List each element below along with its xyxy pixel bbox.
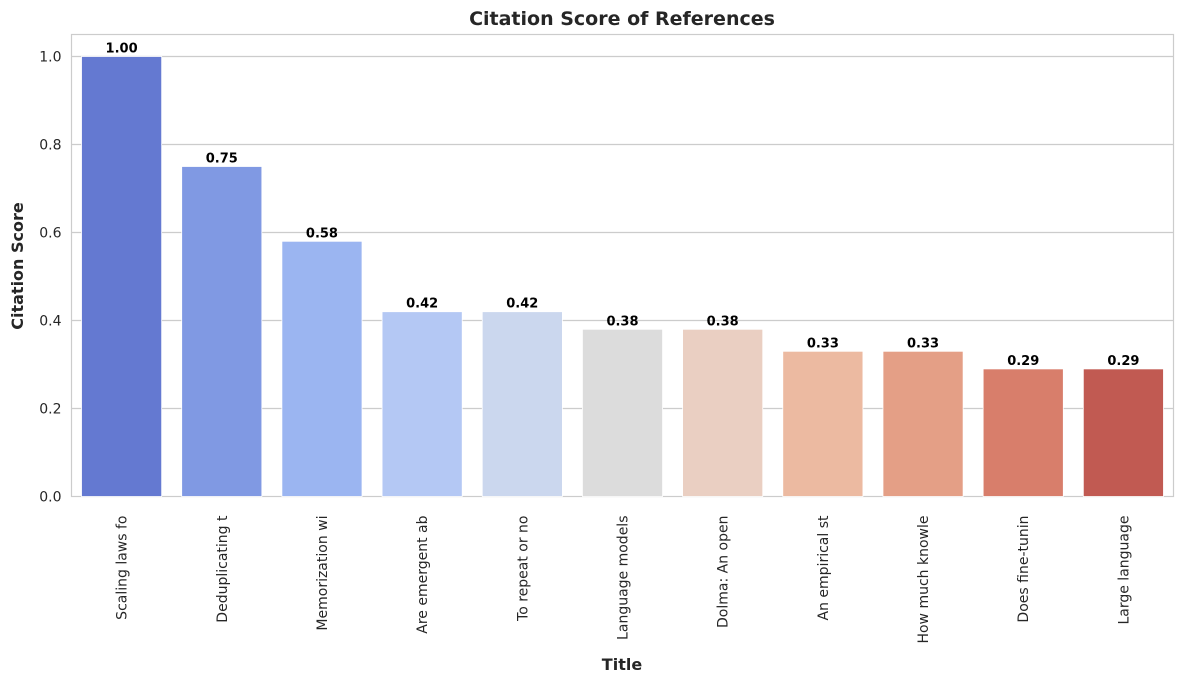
y-tick-label: 0.0 [39,490,61,506]
bar [882,350,964,497]
bar-value-label: 0.33 [907,336,939,351]
y-tick-label: 0.4 [39,314,61,330]
bar-value-label: 0.75 [206,152,238,167]
bar-value-label: 0.58 [306,226,338,241]
y-tick-label: 0.2 [39,402,61,418]
x-tick-label: Scaling laws fo [115,516,131,620]
bar-value-label: 0.42 [506,297,538,312]
bar [582,328,663,497]
bar [782,350,864,497]
y-tick-label: 0.6 [39,226,61,242]
x-tick-label: Large language [1116,516,1132,625]
bar [481,311,563,497]
bar [682,328,764,497]
chart-title: Citation Score of References [469,8,775,30]
bar-value-label: 0.29 [1107,354,1139,369]
y-tick-label: 0.8 [39,138,61,154]
bar [1082,368,1164,497]
x-tick-label: How much knowle [916,516,932,644]
bars [81,56,1164,497]
x-tick-label: Does fine-tunin [1016,516,1032,623]
x-axis-label: Title [602,655,643,674]
bar-value-label: 0.38 [707,314,739,329]
bar-value-label: 0.38 [606,314,638,329]
bar [982,368,1064,497]
bar-value-label: 0.42 [406,297,438,312]
bar-value-label: 0.33 [807,336,839,351]
bar [181,166,263,497]
bar-value-label: 0.29 [1007,354,1039,369]
x-tick-label: Deduplicating t [215,515,231,623]
data-labels: 1.00 0.75 0.58 0.42 0.42 0.38 0.38 0.33 0.33 0.29… [106,42,1140,369]
x-tick-label: An empirical st [816,515,832,620]
x-axis-ticks: Scaling laws fo Deduplicating t Memorizati… [115,515,1133,644]
x-tick-label: Are emergent ab [415,515,431,633]
bar [81,56,163,497]
x-tick-label: Language models [616,516,632,640]
bar [381,311,463,497]
y-axis-label: Citation Score [8,202,27,330]
bar [281,240,363,497]
y-axis-ticks: 0.0 0.2 0.4 0.6 0.8 1.0 [39,50,61,506]
x-tick-label: Dolma: An open [716,516,732,628]
x-tick-label: Memorization wi [315,516,331,631]
y-tick-label: 1.0 [39,50,61,66]
x-tick-label: To repeat or no [515,516,531,622]
bar-value-label: 1.00 [106,42,138,57]
